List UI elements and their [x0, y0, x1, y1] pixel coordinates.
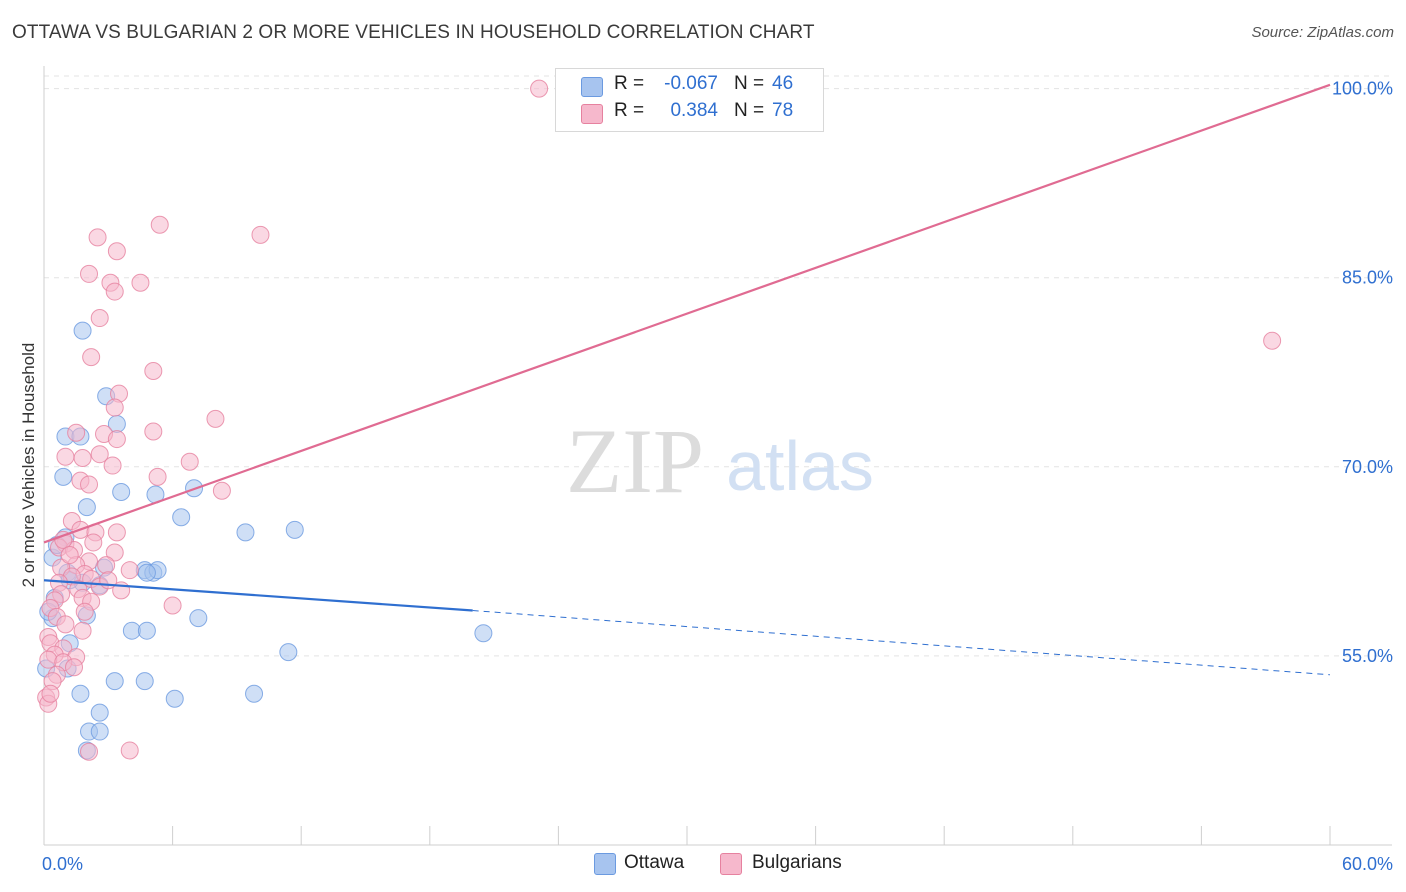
- bulgarians-point: [80, 742, 99, 761]
- bulgarians-point: [56, 615, 75, 634]
- r-label: R =: [614, 100, 645, 121]
- bulgarians-point: [82, 348, 101, 367]
- bulgarians-point: [75, 602, 94, 621]
- ottawa-point: [105, 672, 124, 691]
- ottawa-trendline-extension: [472, 610, 1331, 676]
- y-tick-label: 70.0%: [1342, 457, 1393, 477]
- ottawa-point: [137, 563, 156, 582]
- bulgarians-point: [150, 215, 169, 234]
- bulgarians-point: [107, 242, 126, 261]
- r-value: 0.384: [670, 100, 718, 121]
- ottawa-point: [54, 467, 73, 486]
- bulgarians-point: [163, 596, 182, 615]
- bulgarians-point: [120, 741, 139, 760]
- bulgarians-point: [84, 533, 103, 552]
- watermark-zip: ZIP: [566, 410, 704, 512]
- bulgarians-point: [73, 448, 92, 467]
- correlation-legend: R = -0.067 N = 46 R = 0.384 N = 78: [555, 68, 824, 132]
- bulgarians-point: [131, 273, 150, 292]
- ottawa-point: [73, 321, 92, 340]
- y-tick-label: 85.0%: [1342, 268, 1393, 288]
- bulgarians-point: [206, 409, 225, 428]
- source-label: Source: ZipAtlas.com: [1251, 24, 1394, 41]
- ottawa-point: [90, 703, 109, 722]
- ottawa-point: [172, 508, 191, 527]
- ottawa-point: [112, 483, 131, 502]
- ottawa-point: [285, 520, 304, 539]
- bulgarians-point: [251, 225, 270, 244]
- bulgarians-point: [107, 523, 126, 542]
- bulgarians-point: [105, 282, 124, 301]
- chart-title: OTTAWA VS BULGARIAN 2 OR MORE VEHICLES I…: [12, 22, 815, 43]
- bulgarians-point: [120, 561, 139, 580]
- ottawa-point: [77, 498, 96, 517]
- bulgarians-point: [530, 79, 549, 98]
- ottawa-point: [137, 621, 156, 640]
- bulgarians-point: [148, 467, 167, 486]
- bulgarians-point: [105, 398, 124, 417]
- bulgarians-point: [65, 658, 84, 677]
- legend-row-ottawa: R = -0.067 N = 46: [556, 73, 823, 99]
- bulgarians-point: [144, 361, 163, 380]
- ottawa-point: [165, 689, 184, 708]
- bulgarians-point: [180, 452, 199, 471]
- x-tick-label: 60.0%: [1342, 854, 1393, 874]
- n-label: N =: [734, 100, 765, 121]
- ottawa-legend-swatch: [594, 853, 616, 875]
- ottawa-point: [90, 722, 109, 741]
- r-value: -0.067: [664, 73, 718, 94]
- bulgarians-point: [144, 422, 163, 441]
- ottawa-trendline: [43, 579, 473, 612]
- bulgarians-trendline: [43, 83, 1331, 544]
- r-label: R =: [614, 73, 645, 94]
- n-value: 78: [772, 100, 794, 121]
- ottawa-point: [135, 672, 154, 691]
- bulgarians-point: [73, 621, 92, 640]
- y-tick-label: 55.0%: [1342, 646, 1393, 666]
- y-axis-label: 2 or more Vehicles in Household: [19, 342, 38, 588]
- ottawa-point: [245, 684, 264, 703]
- n-value: 46: [772, 73, 794, 94]
- ottawa-point: [474, 624, 493, 643]
- bulgarians-point: [103, 456, 122, 475]
- bulgarians-point: [60, 546, 79, 565]
- bulgarians-point: [80, 475, 99, 494]
- ottawa-point: [71, 684, 90, 703]
- bulgarians-point: [80, 264, 99, 283]
- watermark-atlas: atlas: [726, 427, 874, 505]
- bulgarians-point: [56, 447, 75, 466]
- bulgarians-swatch: [581, 104, 603, 124]
- legend-row-bulgarians: R = 0.384 N = 78: [556, 100, 823, 126]
- bulgarians-point: [1263, 331, 1282, 350]
- x-tick-label: 0.0%: [42, 854, 83, 874]
- bulgarians-point: [41, 684, 60, 703]
- ottawa-point: [122, 621, 141, 640]
- ottawa-point: [236, 523, 255, 542]
- bulgarians-point: [54, 530, 73, 549]
- ottawa-legend-label: Ottawa: [624, 852, 685, 873]
- bulgarians-point: [67, 423, 86, 442]
- ottawa-point: [189, 609, 208, 628]
- bulgarians-point: [107, 430, 126, 449]
- bulgarians-point: [90, 445, 109, 464]
- bulgarians-point: [105, 543, 124, 562]
- bulgarians-legend-swatch: [720, 853, 742, 875]
- bulgarians-point: [97, 556, 116, 575]
- n-label: N =: [734, 73, 765, 94]
- y-tick-label: 100.0%: [1332, 79, 1393, 99]
- bulgarians-point: [212, 481, 231, 500]
- ottawa-point: [279, 643, 298, 662]
- bulgarians-legend-label: Bulgarians: [752, 852, 842, 873]
- ottawa-swatch: [581, 77, 603, 97]
- bulgarians-point: [90, 309, 109, 328]
- bulgarians-point: [39, 650, 58, 669]
- bulgarians-point: [88, 228, 107, 247]
- y-axis-label-wrap: 2 or more Vehicles in Household: [14, 300, 44, 630]
